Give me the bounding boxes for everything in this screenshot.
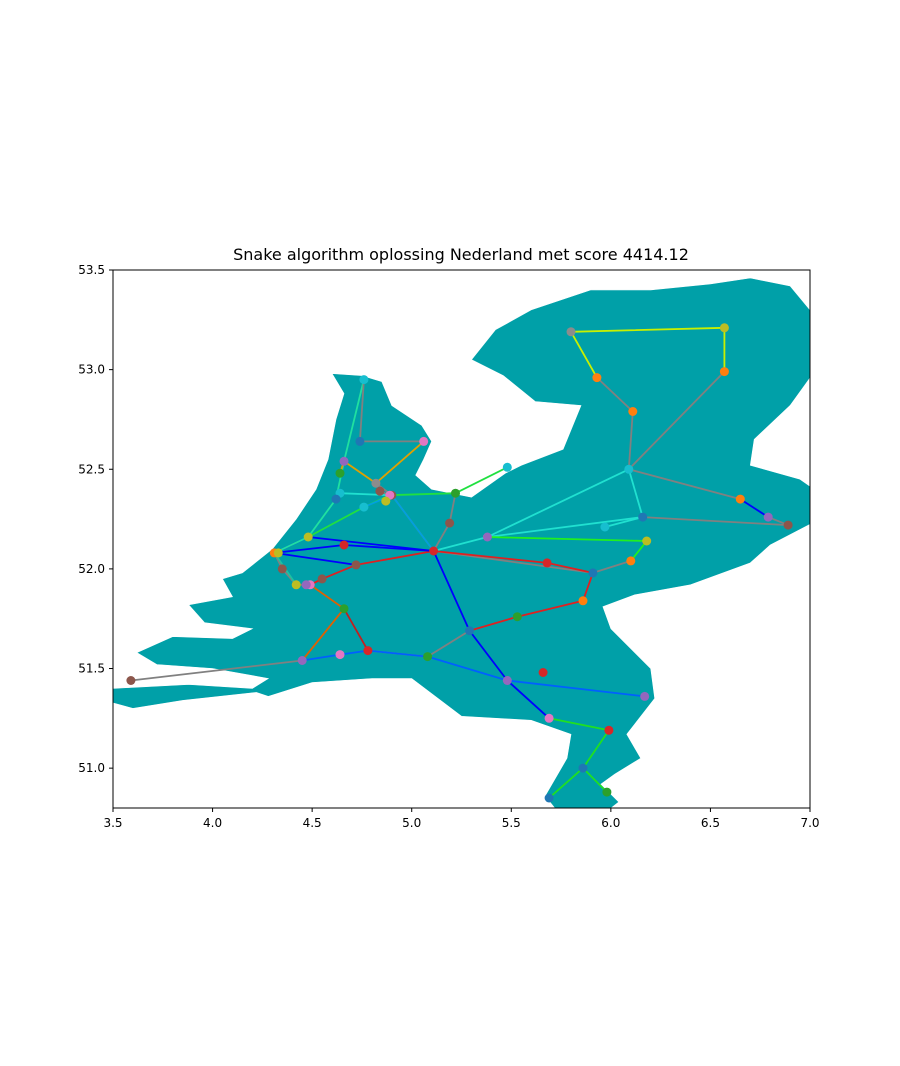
x-axis: 3.5 4.0 4.5 5.0 5.5 6.0 6.5 7.0 bbox=[103, 808, 820, 830]
route-line-13 bbox=[433, 550, 594, 632]
station-point-53 bbox=[502, 676, 512, 685]
station-point-47 bbox=[339, 604, 349, 614]
station-point-32 bbox=[339, 456, 349, 466]
route-line-22 bbox=[548, 717, 610, 799]
station-point-13 bbox=[626, 556, 636, 566]
route-line-23 bbox=[582, 767, 608, 793]
station-point-26 bbox=[381, 496, 391, 506]
station-point-34 bbox=[355, 436, 365, 446]
station-point-50 bbox=[297, 656, 307, 665]
station-point-38 bbox=[339, 540, 349, 550]
station-point-48 bbox=[363, 646, 373, 656]
route-line-2 bbox=[570, 331, 598, 379]
route-line-11 bbox=[642, 516, 789, 526]
station-point-28 bbox=[371, 478, 381, 488]
station-point-23 bbox=[445, 518, 455, 528]
route-line-24 bbox=[309, 550, 434, 586]
station-point-39 bbox=[351, 560, 361, 570]
plot-frame bbox=[112, 269, 811, 809]
y-axis: 51.0 51.5 52.0 52.5 53.0 53.5 bbox=[78, 263, 113, 775]
station-point-36 bbox=[359, 375, 369, 385]
station-point-29 bbox=[359, 502, 369, 512]
y-tick-label: 52.5 bbox=[78, 462, 105, 476]
y-tick-label: 51.5 bbox=[78, 662, 105, 676]
station-point-8 bbox=[763, 512, 773, 522]
station-point-5 bbox=[628, 407, 638, 416]
chart-title: Snake algorithm oplossing Nederland met … bbox=[233, 245, 689, 264]
x-tick-label: 3.5 bbox=[103, 816, 122, 830]
station-point-9 bbox=[783, 520, 793, 530]
station-point-43 bbox=[291, 580, 301, 590]
y-tick-label: 53.0 bbox=[78, 363, 105, 377]
station-point-57 bbox=[604, 725, 614, 735]
station-point-60 bbox=[544, 793, 554, 803]
station-point-33 bbox=[335, 468, 345, 478]
station-point-18 bbox=[465, 626, 474, 636]
station-point-15 bbox=[542, 558, 552, 568]
route-line-16 bbox=[302, 649, 428, 662]
route-line-3 bbox=[596, 376, 741, 500]
station-point-7 bbox=[735, 494, 745, 504]
station-point-16 bbox=[578, 596, 588, 606]
station-layer bbox=[126, 323, 793, 803]
station-point-19 bbox=[482, 532, 492, 542]
station-point-31 bbox=[331, 494, 341, 504]
route-line-17 bbox=[427, 655, 508, 682]
station-point-51 bbox=[126, 676, 136, 685]
x-tick-label: 6.0 bbox=[601, 816, 620, 830]
station-point-21 bbox=[502, 462, 512, 472]
route-line-4 bbox=[628, 370, 726, 470]
y-tick-label: 51.0 bbox=[78, 761, 105, 775]
station-point-56 bbox=[544, 713, 554, 723]
route-line-14 bbox=[432, 550, 550, 719]
route-line-5 bbox=[739, 498, 769, 518]
plot-area bbox=[113, 277, 810, 808]
station-point-4 bbox=[592, 373, 602, 383]
y-tick-label: 53.5 bbox=[78, 263, 105, 277]
station-point-17 bbox=[512, 612, 522, 622]
station-point-3 bbox=[719, 367, 729, 377]
station-point-41 bbox=[273, 548, 283, 558]
route-line-28 bbox=[274, 552, 357, 566]
station-point-58 bbox=[578, 763, 588, 773]
station-point-54 bbox=[538, 668, 548, 677]
x-tick-label: 5.5 bbox=[502, 816, 521, 830]
x-tick-label: 4.0 bbox=[203, 816, 222, 830]
station-point-45 bbox=[301, 580, 311, 590]
station-point-42 bbox=[277, 564, 287, 574]
station-point-27 bbox=[375, 486, 385, 496]
route-line-9 bbox=[487, 516, 643, 538]
station-point-37 bbox=[303, 532, 313, 542]
station-point-12 bbox=[642, 536, 652, 546]
x-tick-label: 5.0 bbox=[402, 816, 421, 830]
y-tick-label: 52.0 bbox=[78, 562, 105, 576]
station-point-35 bbox=[419, 436, 429, 446]
x-tick-label: 6.5 bbox=[701, 816, 720, 830]
station-point-11 bbox=[600, 522, 610, 532]
station-point-1 bbox=[566, 327, 576, 337]
station-point-2 bbox=[719, 323, 729, 333]
station-point-14 bbox=[588, 568, 598, 578]
station-point-49 bbox=[335, 650, 345, 660]
station-point-46 bbox=[317, 574, 327, 584]
x-tick-label: 4.5 bbox=[303, 816, 322, 830]
route-line-21 bbox=[343, 608, 369, 652]
station-point-22 bbox=[451, 488, 460, 498]
station-point-20 bbox=[429, 546, 439, 556]
station-point-10 bbox=[638, 512, 648, 522]
station-point-6 bbox=[624, 464, 634, 474]
route-line-18 bbox=[507, 679, 645, 698]
station-point-59 bbox=[602, 787, 612, 797]
station-point-55 bbox=[640, 691, 650, 701]
x-tick-label: 7.0 bbox=[800, 816, 819, 830]
station-point-52 bbox=[423, 652, 433, 662]
route-line-19 bbox=[130, 659, 303, 682]
